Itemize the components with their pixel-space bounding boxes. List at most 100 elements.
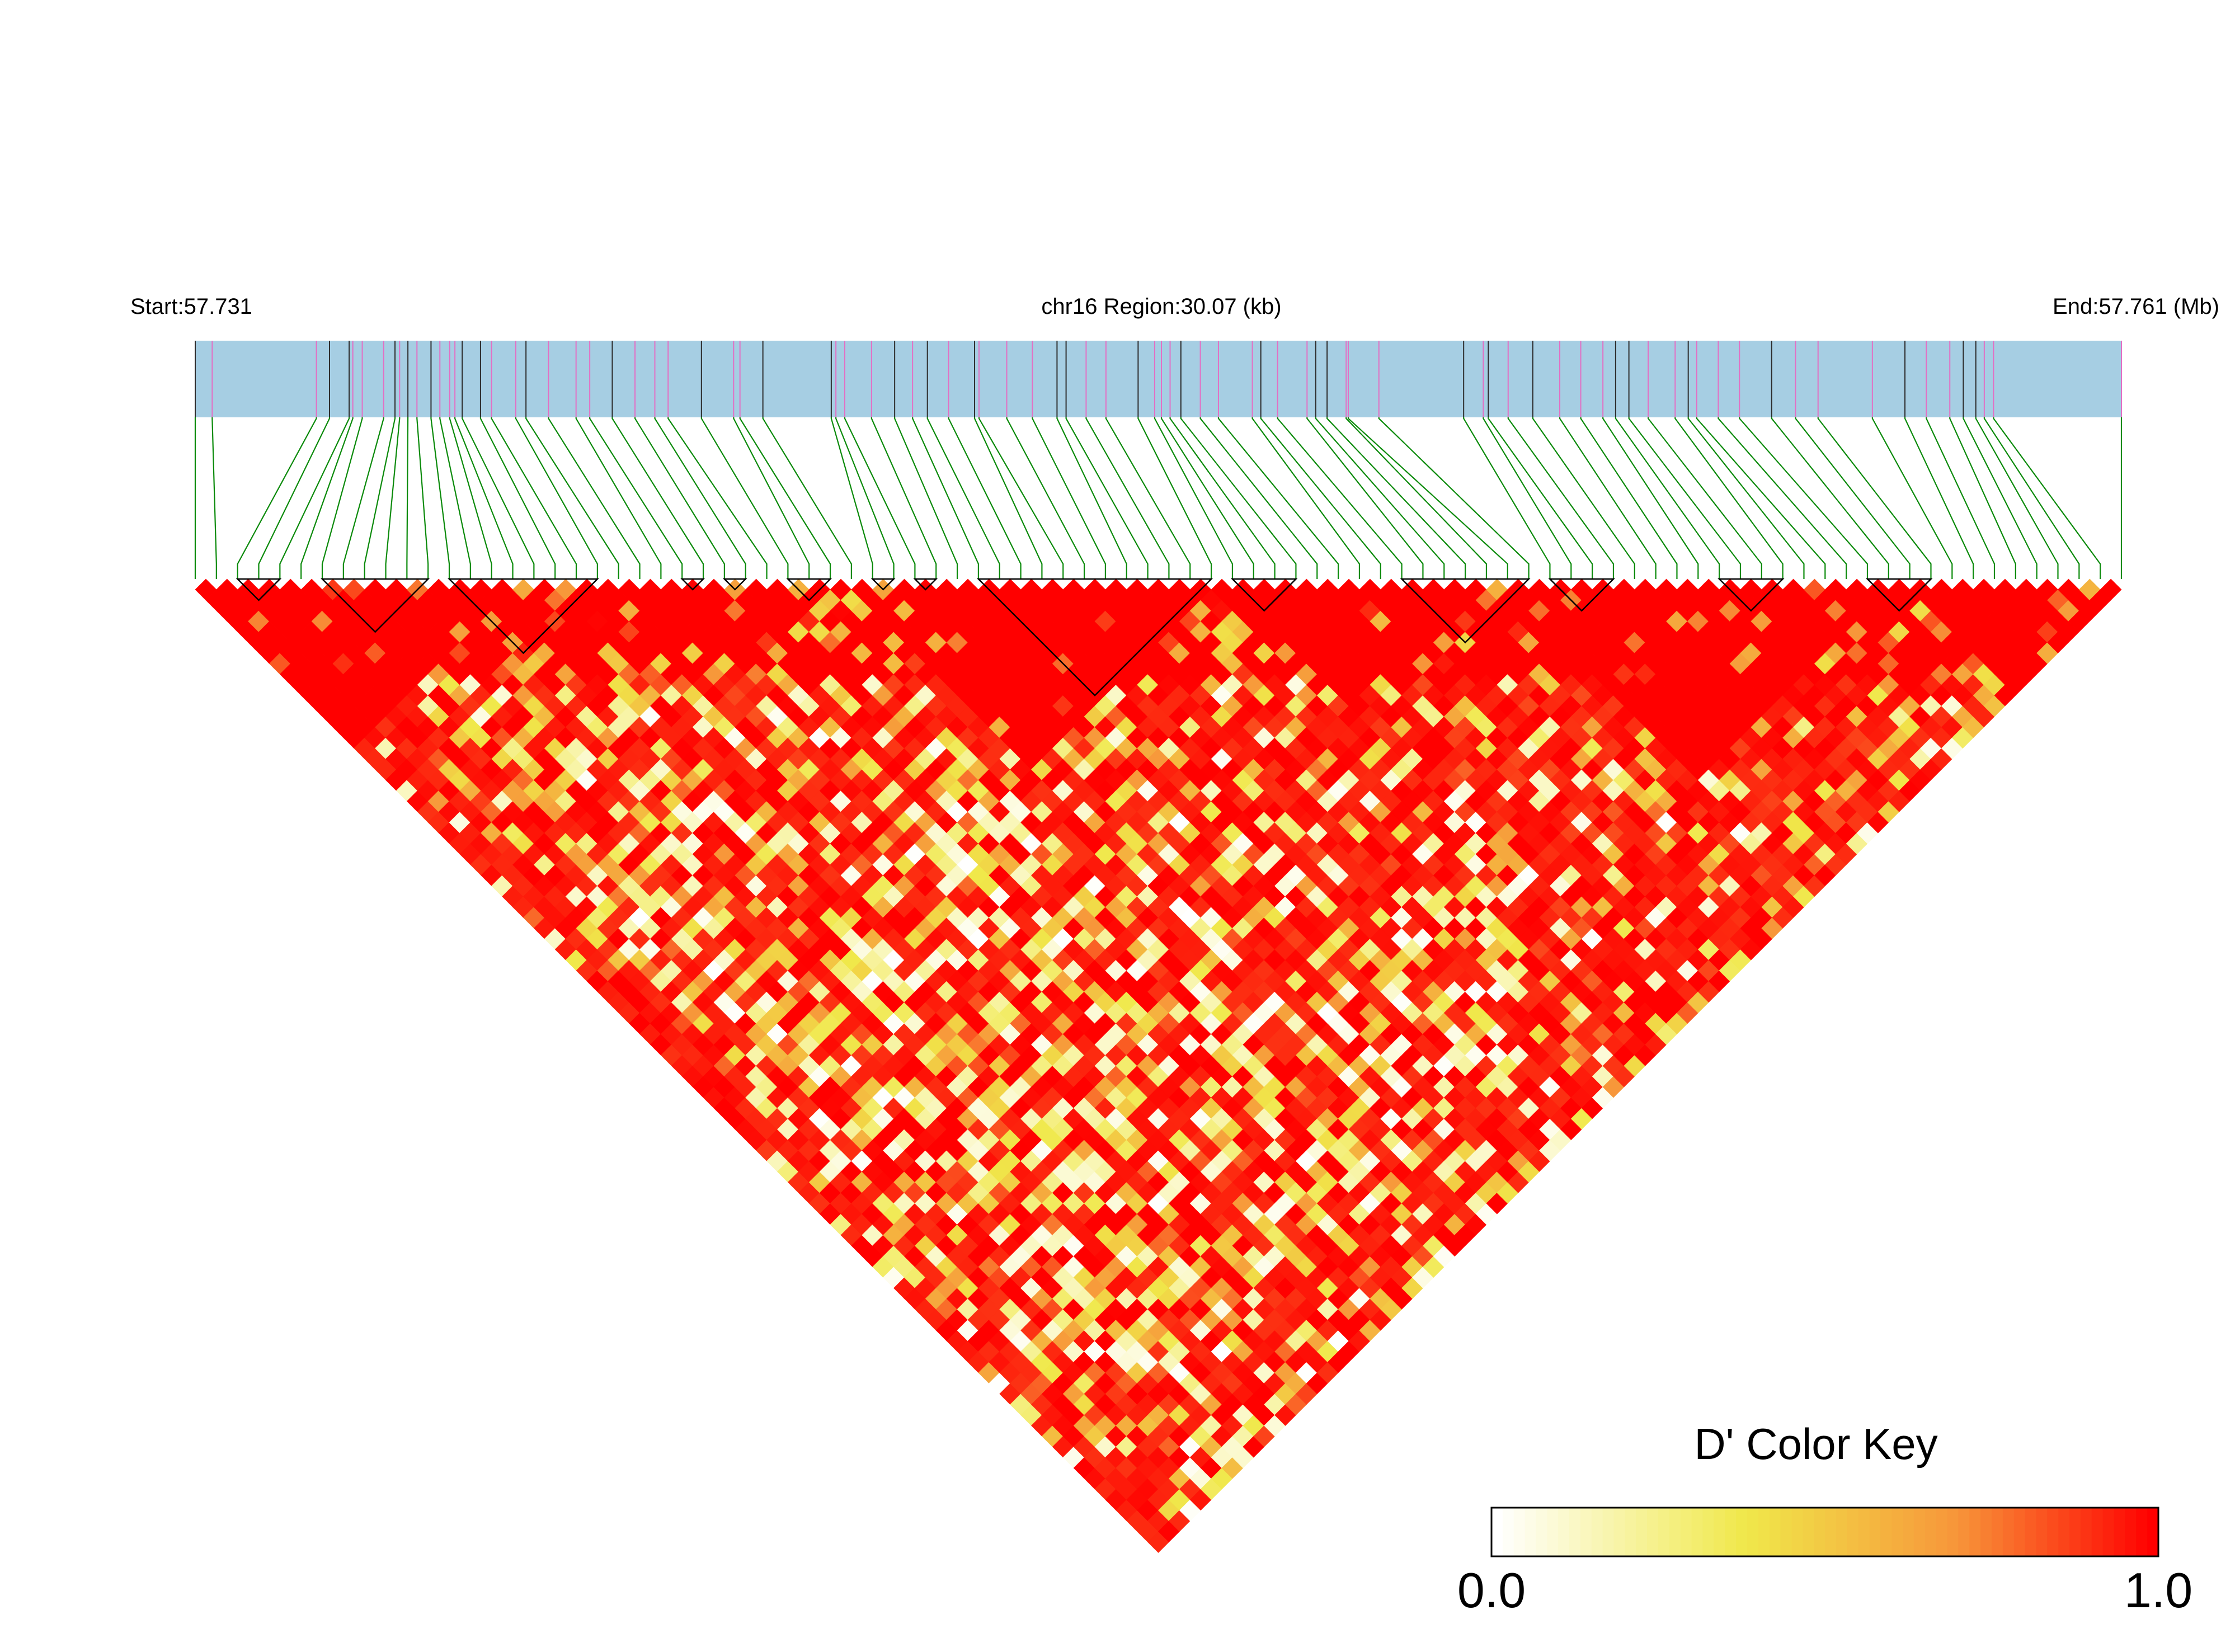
- colorkey-swatch: [1580, 1508, 1592, 1556]
- snp-connector: [1983, 417, 2080, 579]
- colorkey-swatch: [1513, 1508, 1526, 1556]
- haplotype-block: [1548, 578, 1615, 612]
- colorkey-swatch: [1847, 1508, 1859, 1556]
- snp-connector: [1615, 417, 1720, 579]
- snp-connector: [1378, 417, 1530, 579]
- snp-ticks: [195, 341, 2122, 417]
- snp-connector: [1006, 417, 1085, 579]
- snp-connector: [1687, 417, 1805, 579]
- colorkey-swatch: [2002, 1508, 2015, 1556]
- colorkey-swatch: [2013, 1508, 2026, 1556]
- snp-connector: [1949, 417, 2016, 579]
- colorkey-max-label: 1.0: [2124, 1562, 2192, 1618]
- haplotype-block: [722, 578, 747, 591]
- snp-connector: [926, 417, 1000, 579]
- snp-connector: [1251, 417, 1361, 579]
- snp-connector: [406, 417, 409, 579]
- snp-connector: [1085, 417, 1170, 579]
- snp-connector: [1065, 417, 1149, 579]
- colorkey-swatch: [1947, 1508, 1959, 1556]
- snp-connector: [1628, 417, 1742, 579]
- snp-connector: [733, 417, 810, 579]
- snp-connector: [973, 417, 1043, 579]
- snp-connector: [491, 417, 577, 579]
- colorkey-swatch: [1558, 1508, 1570, 1556]
- snp-connector: [439, 417, 471, 579]
- snp-connector: [1559, 417, 1657, 579]
- colorkey-swatch: [1702, 1508, 1715, 1556]
- haplotype-block: [236, 578, 282, 601]
- snp-connector: [844, 417, 916, 579]
- colorkey-swatch: [1791, 1508, 1804, 1556]
- haplotype-block: [786, 578, 832, 601]
- start-label: Start:57.731: [130, 294, 252, 319]
- snp-connector: [1260, 417, 1381, 579]
- snp-connector: [300, 417, 354, 579]
- colorkey-swatch: [1625, 1508, 1637, 1556]
- snp-connector: [1993, 417, 2101, 579]
- snp-connector: [1032, 417, 1107, 579]
- colorkey-swatch: [1669, 1508, 1681, 1556]
- snp-connector: [1771, 417, 1889, 579]
- colorkey-swatch: [1814, 1508, 1825, 1556]
- snp-connector: [894, 417, 958, 579]
- snp-connector: [1347, 417, 1508, 579]
- snp-connector: [1483, 417, 1572, 579]
- snp-connector: [385, 417, 401, 579]
- colorkey-swatch: [1992, 1508, 2003, 1556]
- snp-connector: [1105, 417, 1191, 579]
- haplotype-block: [448, 578, 599, 655]
- snp-connector: [1602, 417, 1699, 579]
- colorkey-swatch: [1891, 1508, 1903, 1556]
- snp-connector: [525, 417, 619, 579]
- colorkey-swatch: [1613, 1508, 1626, 1556]
- colorkey-swatch: [2058, 1508, 2070, 1556]
- colorkey-swatch: [1725, 1508, 1737, 1556]
- colorkey-swatch: [2147, 1508, 2159, 1556]
- colorkey-swatch: [2125, 1508, 2137, 1556]
- colorkey-frame: [1490, 1507, 2159, 1557]
- snp-connector: [1647, 417, 1762, 579]
- snp-connector: [449, 417, 492, 579]
- snp-connector: [654, 417, 746, 579]
- snp-connector: [1277, 417, 1403, 579]
- colorkey-swatch: [1769, 1508, 1781, 1556]
- snp-connector: [1056, 417, 1127, 579]
- colorkey-swatch: [1825, 1508, 1837, 1556]
- colorkey-swatch: [1803, 1508, 1814, 1556]
- snp-connector: [416, 417, 429, 579]
- snp-connector: [739, 417, 831, 579]
- snp-connector: [258, 417, 331, 579]
- snp-connector: [667, 417, 768, 579]
- haplotype-block: [1865, 578, 1933, 612]
- haplotype-block: [320, 578, 430, 633]
- snp-connector: [634, 417, 725, 579]
- snp-connector: [237, 417, 317, 579]
- snp-track: [195, 341, 2121, 417]
- snp-connector: [1904, 417, 1974, 579]
- snp-connector: [1217, 417, 1339, 579]
- colorkey-swatch: [1591, 1508, 1603, 1556]
- snp-connector: [1154, 417, 1234, 579]
- region-label: chr16 Region:30.07 (kb): [1041, 294, 1281, 319]
- haplotype-block: [680, 578, 705, 591]
- snp-connector: [1463, 417, 1551, 579]
- snp-connector: [211, 417, 217, 579]
- snp-connector: [700, 417, 789, 579]
- colorkey-bar: [1491, 1508, 2159, 1556]
- colorkey-swatch: [1491, 1508, 1503, 1556]
- snp-connector: [978, 417, 1064, 579]
- snp-connector: [454, 417, 514, 579]
- snp-connector: [1315, 417, 1445, 579]
- snp-connector: [1580, 417, 1678, 579]
- snp-connector: [912, 417, 980, 579]
- snp-connector: [1306, 417, 1424, 579]
- snp-connector: [830, 417, 873, 579]
- haplotype-block: [913, 578, 938, 591]
- colorkey-swatch: [1547, 1508, 1559, 1556]
- colorkey-swatch: [1536, 1508, 1548, 1556]
- snp-connector: [762, 417, 852, 579]
- colorkey-swatch: [1913, 1508, 1926, 1556]
- colorkey-swatch: [1714, 1508, 1725, 1556]
- colorkey-swatch: [2102, 1508, 2115, 1556]
